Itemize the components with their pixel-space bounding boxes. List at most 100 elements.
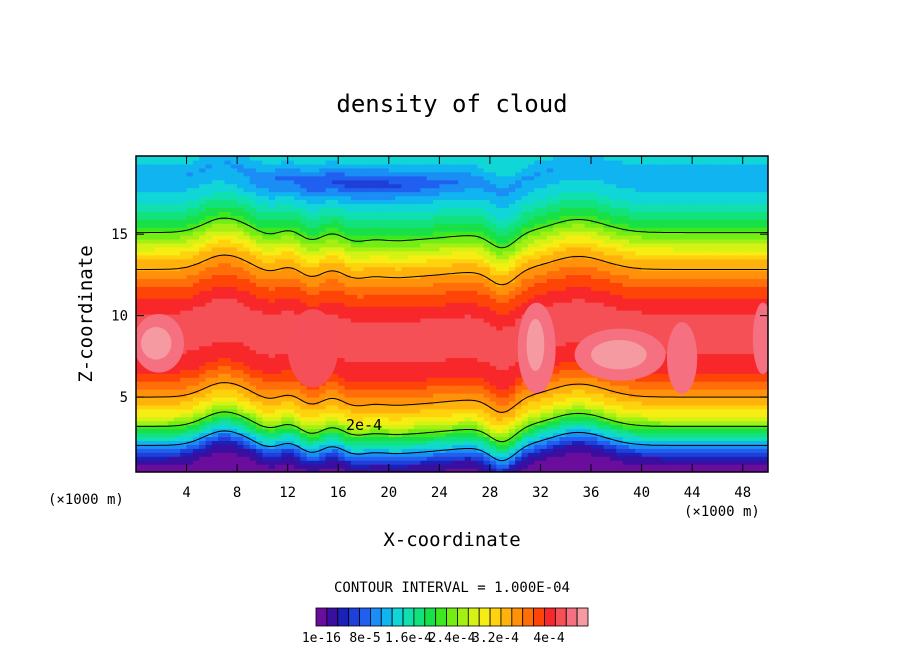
- field-cell: [249, 183, 257, 189]
- field-cell: [262, 278, 270, 283]
- field-cell: [256, 306, 263, 311]
- field-cell: [312, 282, 320, 287]
- field-cell: [161, 444, 169, 449]
- field-cell: [306, 278, 314, 283]
- field-cell: [344, 460, 352, 465]
- field-cell: [395, 294, 403, 299]
- field-cell: [180, 238, 188, 244]
- field-cell: [395, 321, 403, 327]
- field-cell: [331, 393, 339, 398]
- field-cell: [180, 156, 188, 161]
- field-cell: [508, 302, 516, 307]
- field-cell: [256, 456, 263, 461]
- field-cell: [230, 219, 238, 224]
- field-cell: [382, 369, 390, 374]
- field-cell: [262, 317, 270, 323]
- field-cell: [256, 171, 263, 177]
- field-cell: [350, 400, 358, 406]
- field-cell: [357, 460, 365, 465]
- field-cell: [218, 175, 226, 181]
- field-cell: [515, 207, 523, 212]
- field-cell: [395, 246, 403, 252]
- field-cell: [470, 337, 478, 343]
- field-cell: [211, 416, 219, 422]
- field-cell: [382, 215, 390, 220]
- field-cell: [167, 156, 175, 161]
- field-cell: [142, 246, 150, 252]
- field-cell: [363, 191, 371, 197]
- field-cell: [496, 286, 504, 291]
- field-cell: [363, 266, 371, 272]
- field-cell: [382, 219, 390, 224]
- field-cell: [167, 211, 175, 216]
- field-cell: [426, 361, 434, 366]
- field-cell: [281, 317, 289, 323]
- field-cell: [439, 227, 447, 232]
- field-cell: [350, 314, 358, 319]
- field-cell: [205, 231, 213, 236]
- field-cell: [148, 219, 156, 224]
- field-cell: [230, 349, 238, 355]
- field-cell: [363, 211, 371, 216]
- field-cell: [237, 262, 245, 268]
- field-cell: [338, 219, 346, 224]
- field-cell: [388, 349, 396, 355]
- field-cell: [268, 159, 276, 165]
- field-cell: [205, 444, 213, 449]
- field-cell: [420, 238, 428, 244]
- field-cell: [458, 314, 466, 319]
- field-cell: [161, 242, 169, 248]
- field-cell: [300, 159, 308, 165]
- field-cell: [414, 385, 421, 390]
- field-cell: [401, 231, 409, 236]
- field-cell: [470, 171, 478, 177]
- field-cell: [224, 266, 232, 272]
- field-cell: [218, 211, 226, 216]
- field-cell: [464, 238, 472, 244]
- field-cell: [357, 396, 365, 402]
- field-cell: [192, 270, 200, 276]
- field-cell: [344, 298, 352, 303]
- field-cell: [173, 167, 181, 173]
- field-cell: [237, 321, 245, 327]
- field-cell: [230, 231, 238, 236]
- field-cell: [369, 302, 377, 307]
- field-cell: [192, 211, 200, 216]
- field-cell: [224, 235, 232, 240]
- field-cell: [262, 203, 270, 208]
- field-cell: [515, 290, 523, 295]
- field-cell: [294, 183, 301, 189]
- field-cell: [395, 171, 403, 177]
- field-cell: [237, 250, 245, 256]
- field-cell: [521, 207, 529, 212]
- field-cell: [306, 424, 314, 430]
- field-cell: [439, 337, 447, 343]
- field-cell: [230, 420, 238, 426]
- field-cell: [287, 456, 295, 461]
- field-cell: [148, 416, 156, 422]
- field-cell: [382, 159, 390, 165]
- field-cell: [218, 167, 226, 173]
- field-cell: [369, 211, 377, 216]
- field-cell: [142, 159, 150, 165]
- field-cell: [426, 369, 434, 374]
- field-cell: [426, 448, 434, 453]
- field-cell: [470, 235, 478, 240]
- field-cell: [173, 369, 181, 374]
- field-cell: [439, 420, 447, 426]
- field-cell: [515, 325, 523, 331]
- field-cell: [414, 183, 421, 189]
- field-cell: [167, 298, 175, 303]
- field-cell: [154, 310, 162, 315]
- field-cell: [199, 163, 207, 169]
- field-cell: [161, 381, 169, 386]
- field-cell: [243, 317, 251, 323]
- field-cell: [395, 416, 403, 422]
- field-cell: [249, 274, 257, 280]
- field-cell: [369, 456, 377, 461]
- field-cell: [395, 274, 403, 280]
- field-cell: [521, 282, 529, 287]
- field-cell: [161, 294, 169, 299]
- field-cell: [382, 266, 390, 272]
- field-cell: [357, 294, 365, 299]
